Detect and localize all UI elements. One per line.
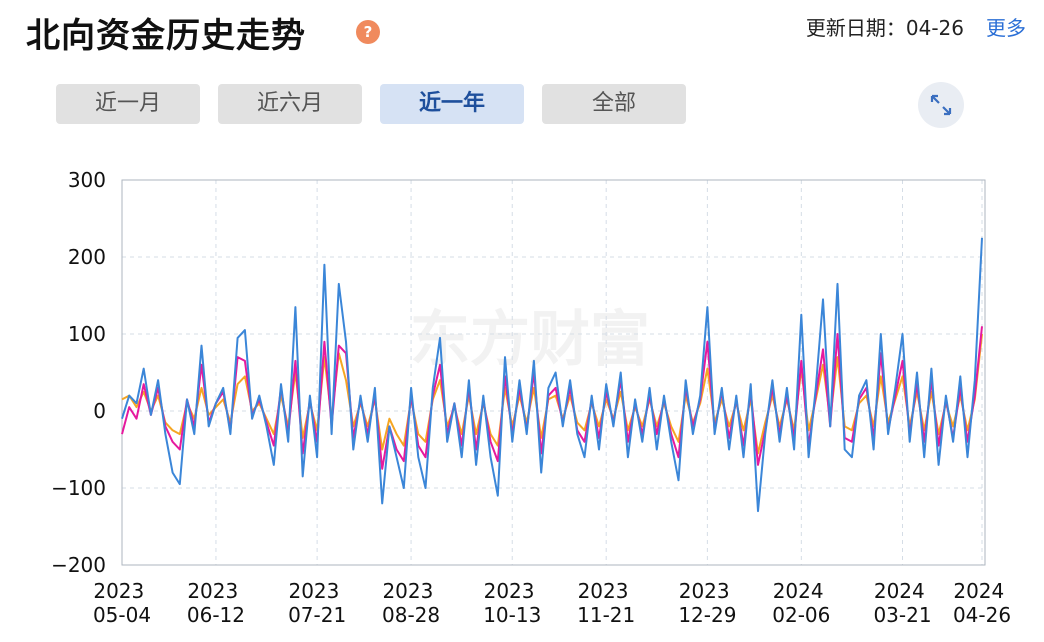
expand-button[interactable] xyxy=(918,82,964,128)
x-tick-label: 2023 12-29 xyxy=(678,579,736,627)
y-tick-label: 0 xyxy=(93,399,106,423)
x-tick-label: 2024 02-06 xyxy=(772,579,830,627)
x-tick-label: 2023 06-12 xyxy=(187,579,245,627)
page-title: 北向资金历史走势 xyxy=(26,16,306,56)
y-tick-label: −200 xyxy=(51,553,106,577)
y-tick-label: 100 xyxy=(68,322,106,346)
x-tick-label: 2023 10-13 xyxy=(483,579,541,627)
tab[interactable]: 近六月 xyxy=(218,84,362,124)
y-tick-label: 200 xyxy=(68,245,106,269)
watermark: 东方财富 xyxy=(410,305,650,375)
expand-icon xyxy=(930,94,952,116)
tab[interactable]: 近一年 xyxy=(380,84,524,124)
tab[interactable]: 近一月 xyxy=(56,84,200,124)
tab[interactable]: 全部 xyxy=(542,84,686,124)
more-link[interactable]: 更多 xyxy=(986,16,1026,40)
x-tick-label: 2023 08-28 xyxy=(382,579,440,627)
y-tick-label: 300 xyxy=(68,168,106,192)
series-line xyxy=(121,237,983,513)
x-tick-label: 2024 03-21 xyxy=(873,579,931,627)
x-tick-label: 2024 04-26 xyxy=(953,579,1011,627)
x-tick-label: 2023 11-21 xyxy=(577,579,635,627)
y-tick-label: −100 xyxy=(51,476,106,500)
x-tick-label: 2023 07-21 xyxy=(288,579,346,627)
plot-frame xyxy=(121,179,986,566)
update-date: 更新日期：04-26 xyxy=(805,16,964,40)
x-tick-label: 2023 05-04 xyxy=(93,579,151,627)
help-icon[interactable]: ? xyxy=(356,20,380,44)
tab-bar: 近一月 近六月 近一年 全部 xyxy=(56,84,686,124)
